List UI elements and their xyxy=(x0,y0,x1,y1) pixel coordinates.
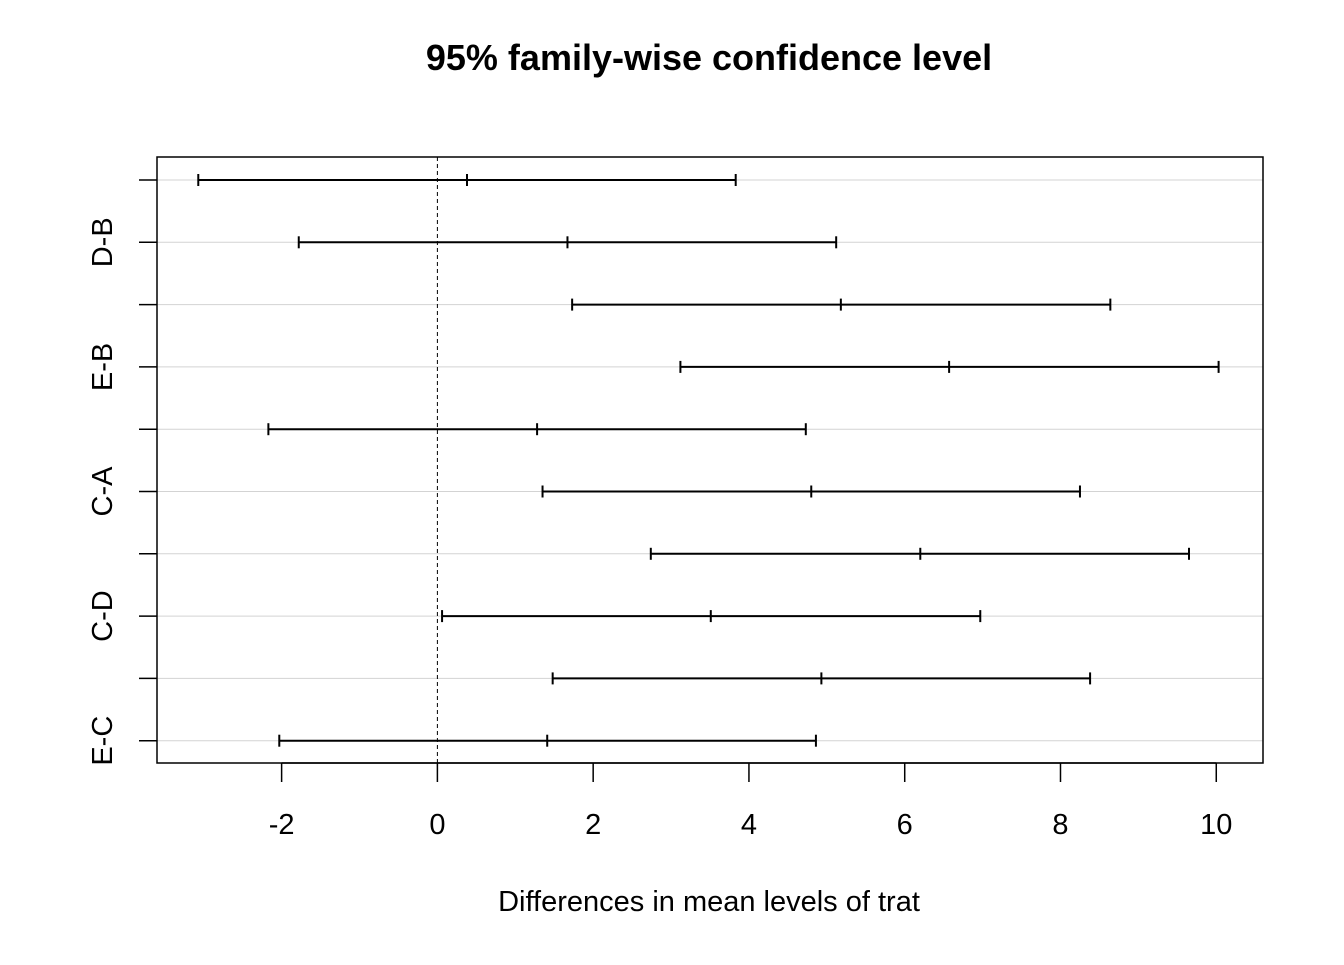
interval-E-C xyxy=(278,734,817,747)
y-tick-label: E-B xyxy=(87,343,119,391)
interval-D-B xyxy=(297,236,838,249)
interval-row-6 xyxy=(649,547,1191,560)
chart-title: 95% family-wise confidence level xyxy=(426,37,992,78)
y-tick-label: C-A xyxy=(87,466,119,517)
grid-lines xyxy=(157,179,1263,742)
interval-C-A xyxy=(541,485,1081,498)
y-tick-label: C-D xyxy=(87,590,119,642)
x-tick-label: 4 xyxy=(741,809,757,841)
confidence-intervals xyxy=(197,174,1220,747)
x-tick-label: 6 xyxy=(897,809,913,841)
x-tick-label: 0 xyxy=(429,809,445,841)
interval-E-B xyxy=(679,360,1220,373)
interval-row-0 xyxy=(197,174,737,186)
y-tick-label: D-B xyxy=(87,217,119,267)
x-tick-label: 10 xyxy=(1200,809,1232,841)
interval-C-D xyxy=(441,610,982,623)
y-axis: D-B E-B C-A C-D E-C xyxy=(87,179,157,766)
interval-row-8 xyxy=(551,672,1092,685)
x-tick-label: -2 xyxy=(269,809,295,841)
x-axis: -2 0 2 4 6 8 10 xyxy=(269,762,1232,841)
y-tick-label: E-C xyxy=(87,716,119,766)
x-tick-label: 8 xyxy=(1052,809,1068,841)
x-tick-label: 2 xyxy=(585,809,601,841)
interval-row-4 xyxy=(267,423,807,436)
plot-frame xyxy=(156,156,1264,764)
x-axis-title: Differences in mean levels of trat xyxy=(498,886,920,918)
interval-row-2 xyxy=(571,298,1112,311)
